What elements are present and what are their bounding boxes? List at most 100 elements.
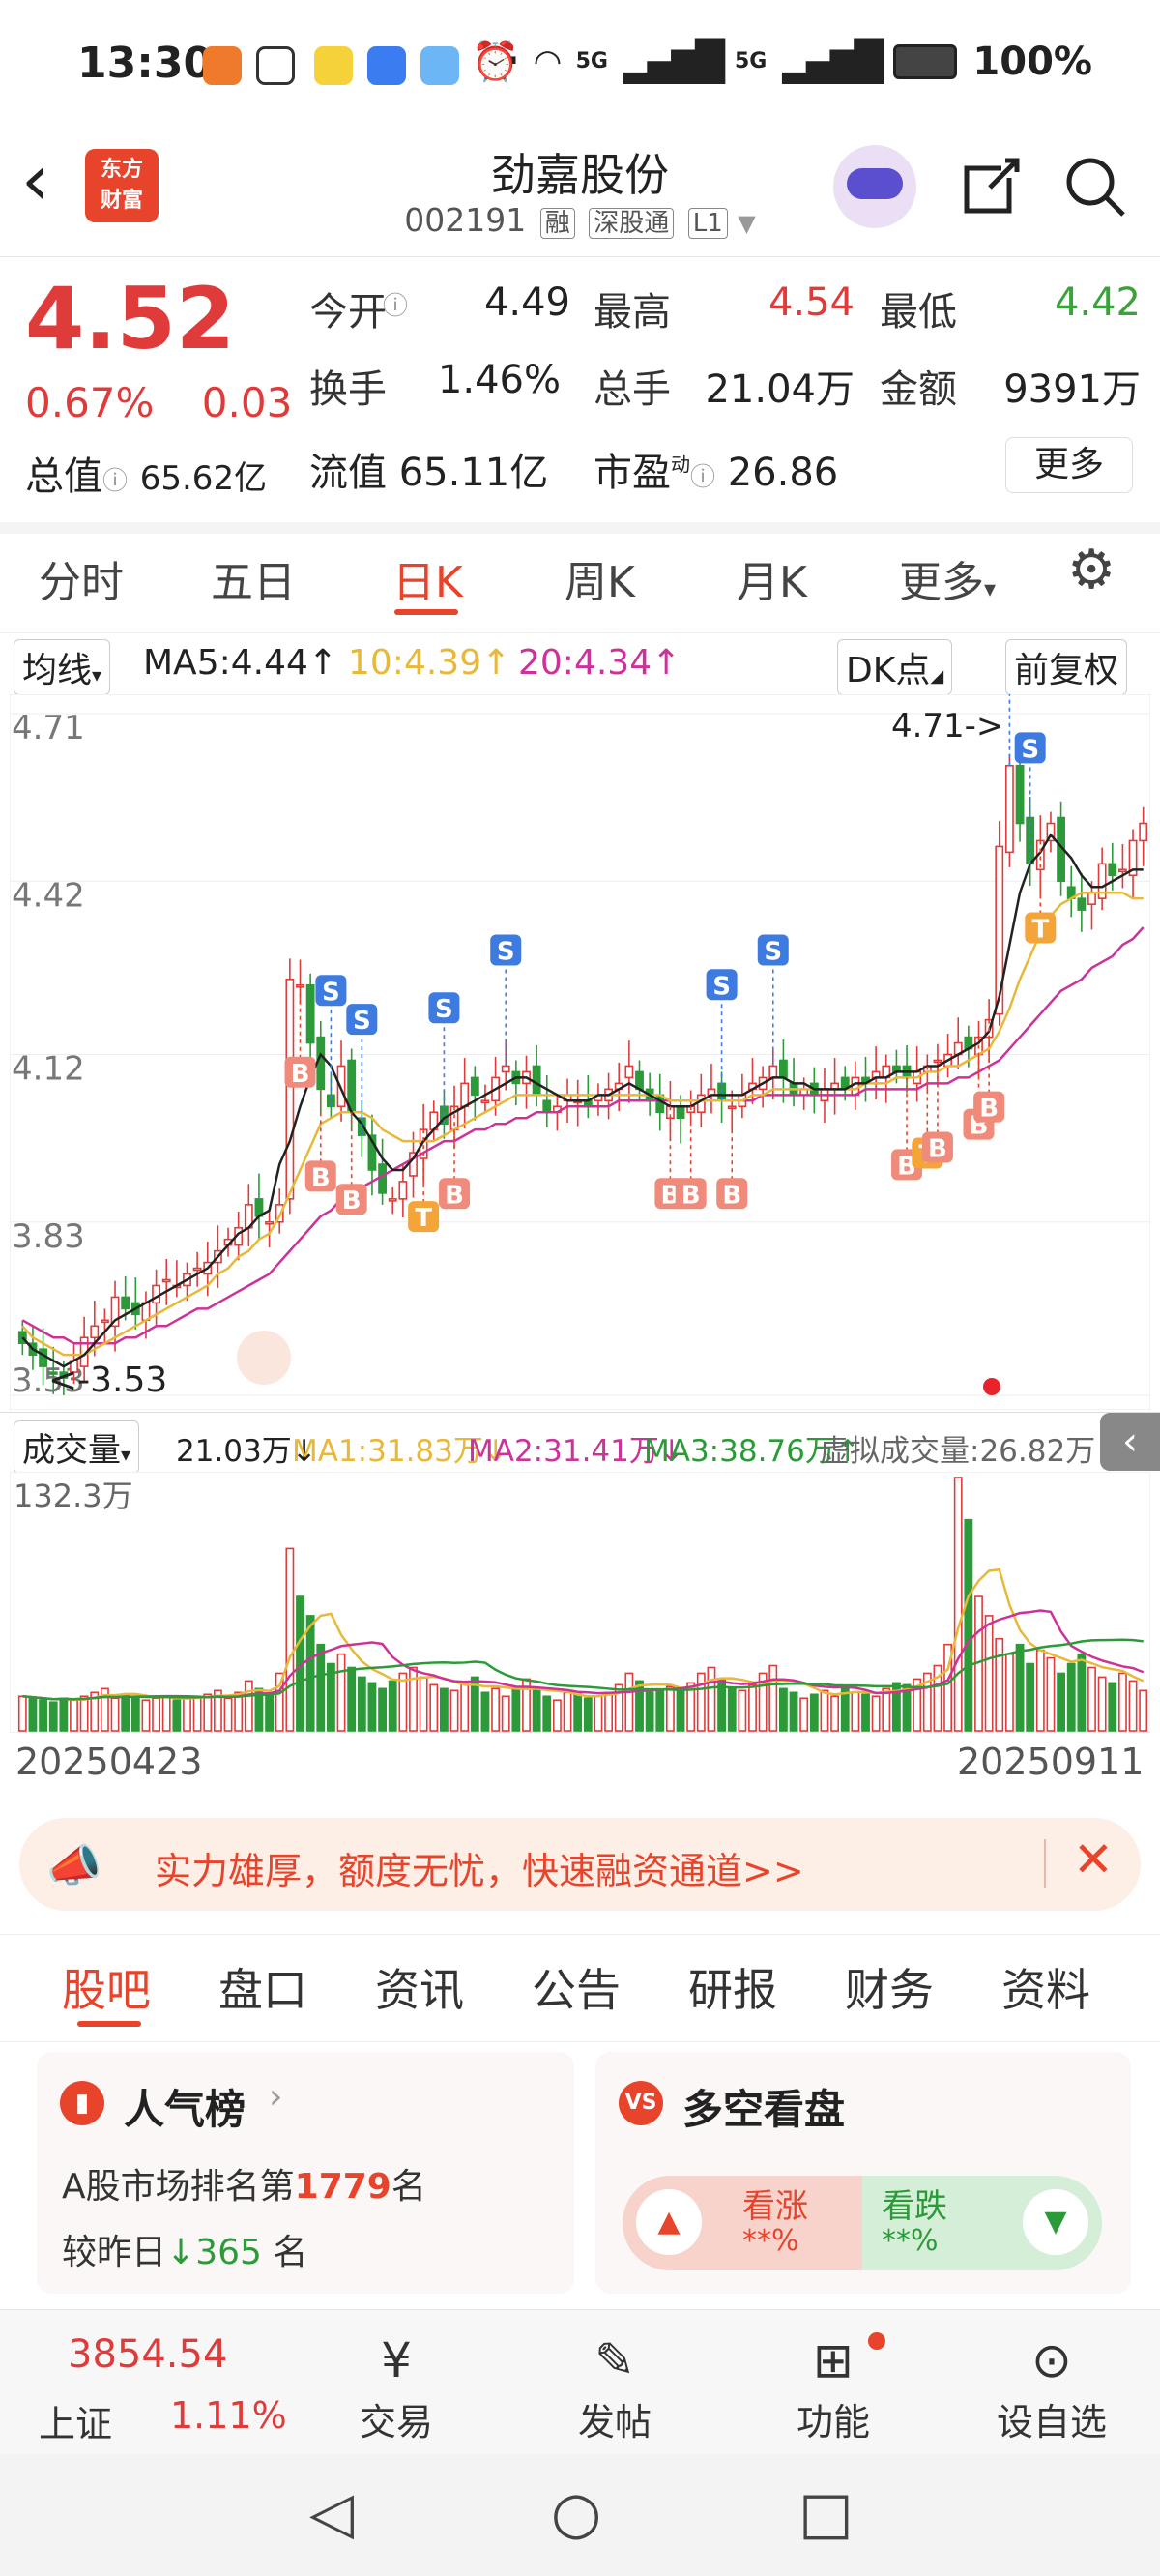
tab-five-day[interactable]: 五日 — [211, 558, 296, 607]
tab-monthly-k[interactable]: 月K — [737, 558, 807, 607]
signal-badge — [284, 1056, 316, 1088]
subtab-2[interactable]: 资讯 — [375, 1964, 464, 2016]
volume-bar — [265, 1693, 275, 1732]
subtab-5[interactable]: 财务 — [845, 1964, 934, 2016]
tab-intraday[interactable]: 分时 — [39, 558, 124, 607]
index-name: 上证 — [39, 2403, 113, 2445]
financing-banner[interactable]: 📣 实力雄厚，额度无忧，快速融资通道>> ✕ — [19, 1818, 1141, 1911]
volume-bar — [39, 1699, 48, 1732]
pe-ratio: 市盈动ⓘ 26.86 — [594, 441, 838, 497]
candle-body — [1077, 897, 1087, 911]
nav-recents-icon[interactable]: □ — [798, 2479, 854, 2547]
tab-weekly-k[interactable]: 周K — [565, 558, 635, 607]
tab-more[interactable]: 更多▾ — [899, 547, 996, 609]
robot-assistant-icon[interactable] — [833, 145, 916, 228]
volume-bar — [635, 1680, 644, 1732]
signal-label: B — [660, 1181, 680, 1210]
volume-bar — [624, 1672, 634, 1732]
trade-button[interactable]: ¥ 交易 — [329, 2332, 464, 2445]
popularity-card[interactable]: ▮ 人气榜 › A股市场排名第1779名 较昨日↓365 名 — [37, 2052, 574, 2294]
active-tab-indicator — [394, 609, 458, 615]
signal-label: S — [435, 995, 453, 1024]
subtab-6[interactable]: 资料 — [1001, 1964, 1090, 2016]
pe-sup: 动 — [671, 453, 690, 477]
quote-key: 换手 — [309, 367, 387, 412]
add-watchlist-button[interactable]: ⊙ 设自选 — [984, 2332, 1119, 2445]
x-end-date: 20250911 — [957, 1741, 1145, 1783]
corner-icon: ◢ — [930, 666, 944, 687]
add-watchlist-label: 设自选 — [996, 2401, 1107, 2444]
settings-gear-icon[interactable]: ⚙ — [1067, 539, 1116, 601]
candle-body — [1128, 839, 1138, 877]
info-icon[interactable]: ⓘ — [690, 463, 716, 492]
search-icon[interactable] — [1063, 155, 1127, 222]
logo-text: 财富 — [100, 189, 143, 213]
volume-bar — [28, 1697, 38, 1732]
change-line: 0.67% 0.03 — [25, 379, 292, 426]
volume-bar — [223, 1697, 233, 1732]
volume-bar — [511, 1687, 521, 1732]
subtab-0[interactable]: 股吧 — [62, 1964, 151, 2016]
candle-body — [265, 1220, 275, 1225]
ma5-value: MA5:4.44↑ — [143, 643, 338, 683]
rank-change-prefix: 较昨日 — [62, 2233, 167, 2272]
nav-home-icon[interactable]: ○ — [551, 2479, 602, 2547]
stock-code-line[interactable]: 002191 融 深股通 L1 ▼ — [0, 201, 1160, 239]
signal-badge — [716, 1178, 748, 1210]
quote-key: 最高 — [594, 290, 671, 335]
index-value[interactable]: 3854.54 — [68, 2332, 228, 2377]
volume-bar — [748, 1683, 757, 1732]
volume-bar — [1046, 1656, 1056, 1732]
bullish-button[interactable]: ▲ 看涨 **% — [623, 2176, 862, 2270]
back-button[interactable]: ‹ — [21, 139, 49, 220]
volume-ma3-line — [22, 1638, 1144, 1701]
signal-label: T — [1031, 915, 1049, 944]
volume-legend: 成交量▾ 21.03万↓ MA1:31.83万↓ MA2:31.41万↓ MA3… — [0, 1412, 1160, 1474]
adjust-select[interactable]: 前复权 — [1005, 639, 1128, 695]
signal-badge — [304, 1160, 336, 1192]
bearish-value: **% — [882, 2224, 939, 2258]
candle-body — [121, 1296, 130, 1310]
volume-bar — [70, 1699, 78, 1732]
total-value-number: 65.62亿 — [139, 459, 268, 498]
signal-label: S — [353, 1007, 371, 1036]
more-quote-button[interactable]: 更多 — [1005, 437, 1133, 493]
candlestick-chart[interactable]: 4.714.424.123.833.53BBSBSTBSSBBSBSBTBBBS… — [10, 694, 1150, 1410]
close-icon[interactable]: ✕ — [1073, 1831, 1114, 1888]
candle-body — [419, 1128, 428, 1159]
share-icon[interactable] — [957, 155, 1021, 222]
volume-bar — [491, 1687, 501, 1732]
volume-bar — [727, 1687, 737, 1732]
volume-bar — [152, 1697, 161, 1732]
info-icon[interactable]: ⓘ — [102, 467, 129, 496]
subtab-4[interactable]: 研报 — [688, 1964, 777, 2016]
bearish-button[interactable]: 看跌 **% ▼ — [862, 2176, 1102, 2270]
volume-bar — [768, 1664, 778, 1732]
indicator-select[interactable]: 均线▾ — [14, 639, 111, 695]
candle-body — [409, 1152, 418, 1177]
arrow-down-icon: ↓ — [166, 2233, 196, 2272]
volume-bar — [573, 1693, 583, 1732]
post-button[interactable]: ✎ 发帖 — [547, 2332, 682, 2445]
app-notification-icon — [314, 46, 353, 85]
nav-back-icon[interactable]: ◁ — [309, 2479, 355, 2547]
info-icon[interactable]: ⓘ — [383, 292, 409, 321]
rank-line: A股市场排名第1779名 — [62, 2158, 426, 2209]
dk-point-select[interactable]: DK点◢ — [837, 639, 953, 695]
volume-select-label: 成交量 — [22, 1431, 121, 1470]
volume-bar — [552, 1699, 562, 1732]
rank-change-suffix: 名 — [273, 2233, 308, 2272]
signal-icon: ▂▄▆█ — [782, 39, 884, 84]
app-logo: 东方 财富 — [85, 149, 159, 222]
subtab-1[interactable]: 盘口 — [218, 1964, 307, 2016]
collapse-panel-icon[interactable]: ‹ — [1100, 1413, 1160, 1471]
subtab-3[interactable]: 公告 — [532, 1964, 621, 2016]
tab-daily-k[interactable]: 日K — [392, 558, 463, 607]
grid-icon: ⊞ — [813, 2332, 854, 2388]
tag-connect: 深股通 — [589, 208, 675, 239]
float-value: 流值 65.11亿 — [309, 441, 548, 497]
active-subtab-indicator — [77, 2021, 141, 2027]
functions-button[interactable]: ⊞ 功能 — [766, 2332, 901, 2445]
volume-indicator-select[interactable]: 成交量▾ — [14, 1420, 140, 1474]
volume-bar — [1057, 1672, 1066, 1732]
